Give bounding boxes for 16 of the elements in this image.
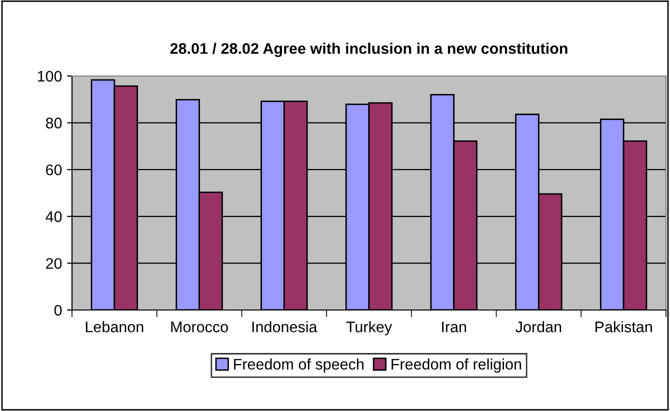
y-tick-label: 20 xyxy=(46,258,62,269)
y-tick-label: 40 xyxy=(46,211,62,222)
y-tick-label: 80 xyxy=(46,118,62,128)
chart-title: 28.01 / 28.02 Agree with inclusion in a new constitution xyxy=(170,42,568,58)
legend-label: Freedom of speech xyxy=(234,358,364,373)
y-tick-label: 0 xyxy=(54,304,62,316)
x-tick-label: Pakistan xyxy=(596,321,652,332)
y-tick-label: 60 xyxy=(46,164,62,176)
x-tick-label: Indonesia xyxy=(252,321,318,332)
x-tick-label: Iran xyxy=(442,322,466,332)
x-tick-label: Jordan xyxy=(516,321,562,332)
x-tick-label: Turkey xyxy=(346,321,392,336)
x-tick-label: Lebanon xyxy=(86,321,144,332)
legend-label: Freedom of religion xyxy=(392,358,522,373)
x-tick-label: Morocco xyxy=(171,322,228,332)
y-tick-label: 100 xyxy=(38,70,62,82)
